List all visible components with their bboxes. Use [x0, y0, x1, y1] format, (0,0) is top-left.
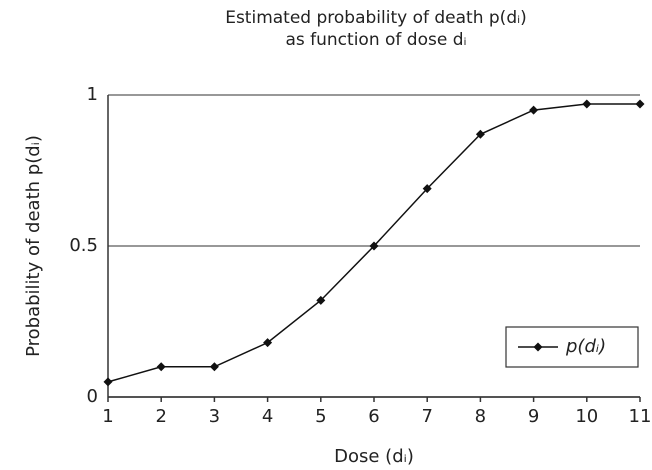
legend: p(dᵢ) [505, 326, 639, 368]
point [316, 295, 326, 305]
x-tick-label: 9 [528, 406, 539, 427]
x-tick-label: 6 [368, 406, 379, 427]
point [103, 377, 113, 387]
point [209, 362, 219, 372]
point [422, 184, 432, 194]
x-axis-label: Dose (dᵢ) [334, 446, 414, 467]
legend-marker [533, 342, 543, 352]
y-tick-label: 1 [87, 84, 98, 105]
point [263, 338, 273, 348]
point [156, 362, 166, 372]
legend-label: p(dᵢ) [565, 336, 606, 357]
x-tick-label: 8 [475, 406, 486, 427]
point [529, 105, 539, 115]
x-tick-label: 7 [421, 406, 432, 427]
y-tick-label: 0.5 [69, 235, 98, 256]
y-tick-label: 0 [87, 386, 98, 407]
x-tick-label: 4 [262, 406, 273, 427]
x-tick-label: 10 [575, 406, 598, 427]
chart-title: Estimated probability of death p(dᵢ) [225, 8, 527, 28]
y-axis-label: Probability of death p(dᵢ) [23, 135, 44, 357]
x-tick-label: 2 [155, 406, 166, 427]
point [475, 129, 485, 139]
chart-title: as function of dose dᵢ [285, 30, 466, 50]
x-tick-label: 3 [209, 406, 220, 427]
x-tick-label: 1 [102, 406, 113, 427]
x-tick-label: 11 [629, 406, 652, 427]
point [582, 99, 592, 109]
point [369, 241, 379, 251]
point [635, 99, 645, 109]
x-tick-label: 5 [315, 406, 326, 427]
